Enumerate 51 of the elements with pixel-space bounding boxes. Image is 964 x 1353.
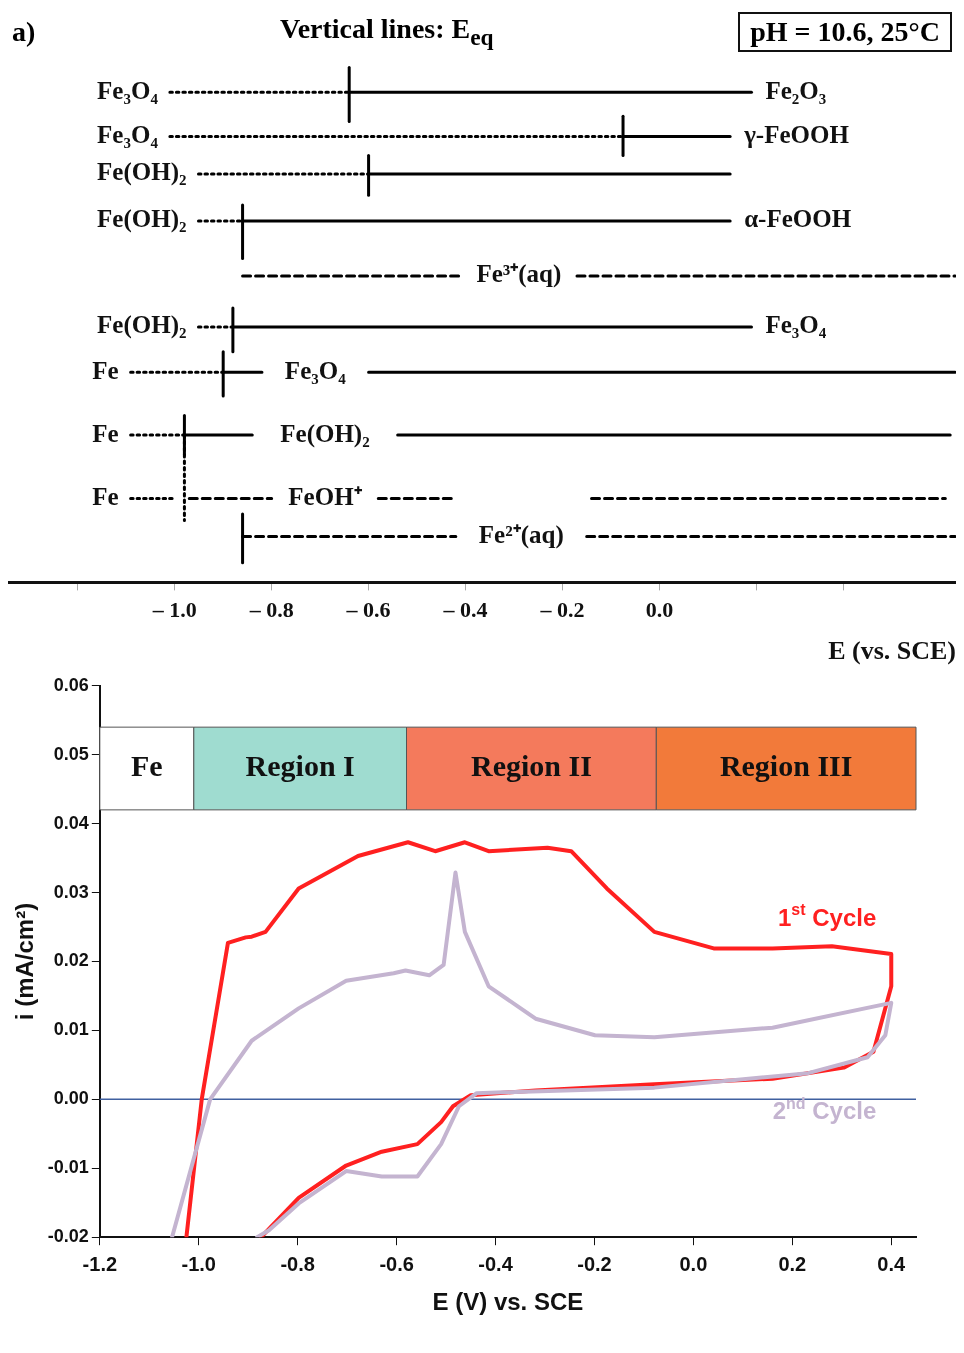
series-label: α-FeOOH <box>744 205 852 233</box>
x-tick-label: 0.0 <box>679 1252 708 1275</box>
series-label: Fe₂O₃ <box>765 76 827 104</box>
x-tick-label: 0.2 <box>778 1252 807 1275</box>
chart-title: Vertical lines: E$_{eq}$ <box>279 13 494 51</box>
band-label: Fe <box>131 749 163 783</box>
band-label: Region III <box>719 749 853 783</box>
series-label: Fe(OH)₂ <box>97 205 187 234</box>
x-tick-label: -0.6 <box>379 1252 414 1275</box>
y-tick-label: 0.05 <box>53 743 89 764</box>
series-label: Fe(OH)₂ <box>97 311 187 340</box>
series-label: γ-FeOOH <box>743 120 850 148</box>
text: pH = 10.6, 25°C <box>738 12 952 52</box>
series-label: Fe₃O₄ <box>97 76 159 104</box>
x-tick-label: -0.2 <box>577 1252 612 1275</box>
series-label: Fe(OH)₂ <box>280 419 370 448</box>
series-label: Fe <box>92 482 119 510</box>
series-label: Fe <box>92 419 119 447</box>
y-tick-label: 0.00 <box>53 1088 89 1109</box>
y-tick-label: 0.03 <box>53 881 89 902</box>
series-label: Fe <box>92 356 119 384</box>
band-label: Region I <box>245 749 355 783</box>
x-axis-title: E (vs. SCE) <box>828 636 956 666</box>
x-tick-label: -0.8 <box>280 1252 315 1275</box>
y-tick-label: -0.02 <box>47 1226 89 1247</box>
series-label: Fe₃O₄ <box>284 356 347 384</box>
y-tick-label: 0.04 <box>53 812 89 833</box>
x-tick-label: 0.4 <box>877 1252 907 1275</box>
y-tick-label: 0.02 <box>53 950 89 971</box>
x-tick-label: -0.4 <box>478 1252 514 1275</box>
x-tick-label: – 0.8 <box>248 597 294 623</box>
x-tick-label: 0.0 <box>645 597 674 623</box>
x-axis-title: E (V) vs. SCE <box>432 1288 584 1316</box>
band-label: Region II <box>470 749 592 783</box>
series-label: Fe(OH)₂ <box>97 158 187 187</box>
y-axis-title: i (mA/cm²) <box>11 902 39 1021</box>
text: a) <box>12 16 36 48</box>
y-tick-label: 0.06 <box>53 674 89 695</box>
x-tick-label: – 1.0 <box>151 597 197 623</box>
x-tick-label: – 0.6 <box>345 597 391 623</box>
series-label: Fe₃O₄ <box>765 311 827 339</box>
y-tick-label: 0.01 <box>53 1019 89 1040</box>
series-label: Fe³⁺(aq) <box>476 260 562 289</box>
y-tick-label: -0.01 <box>47 1157 89 1178</box>
series-label: Fe₃O₄ <box>97 120 159 148</box>
x-tick-label: -1.0 <box>181 1252 216 1275</box>
series-label: Fe²⁺(aq) <box>478 521 564 550</box>
x-tick-label: -1.2 <box>82 1252 118 1275</box>
x-tick-label: – 0.4 <box>442 597 488 623</box>
x-tick-label: – 0.2 <box>539 597 585 623</box>
series-label: FeOH⁺ <box>288 482 363 510</box>
